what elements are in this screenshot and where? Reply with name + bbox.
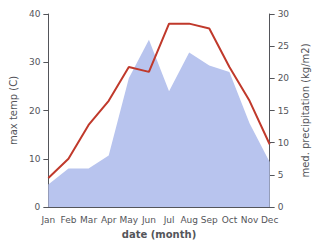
svg-text:5: 5 bbox=[278, 170, 284, 180]
svg-text:Sep: Sep bbox=[201, 215, 218, 225]
svg-text:Jun: Jun bbox=[141, 215, 156, 225]
svg-text:30: 30 bbox=[29, 57, 41, 67]
svg-text:Aug: Aug bbox=[180, 215, 198, 225]
svg-text:date (month): date (month) bbox=[122, 229, 196, 240]
svg-text:Nov: Nov bbox=[241, 215, 259, 225]
svg-text:max temp (C): max temp (C) bbox=[8, 76, 19, 145]
svg-text:Dec: Dec bbox=[261, 215, 278, 225]
svg-text:10: 10 bbox=[278, 138, 290, 148]
svg-text:Feb: Feb bbox=[61, 215, 77, 225]
svg-text:10: 10 bbox=[29, 154, 41, 164]
svg-text:0: 0 bbox=[278, 202, 284, 212]
svg-text:med. precipitation (kg/m2): med. precipitation (kg/m2) bbox=[300, 43, 311, 177]
svg-text:40: 40 bbox=[29, 9, 41, 19]
svg-text:20: 20 bbox=[29, 106, 41, 116]
svg-text:25: 25 bbox=[278, 41, 289, 51]
svg-text:15: 15 bbox=[278, 106, 289, 116]
svg-text:Jan: Jan bbox=[40, 215, 55, 225]
svg-text:0: 0 bbox=[35, 202, 41, 212]
svg-text:30: 30 bbox=[278, 9, 290, 19]
svg-text:May: May bbox=[120, 215, 139, 225]
svg-text:20: 20 bbox=[278, 73, 290, 83]
svg-text:Jul: Jul bbox=[163, 215, 175, 225]
svg-text:Mar: Mar bbox=[80, 215, 97, 225]
svg-text:Oct: Oct bbox=[222, 215, 238, 225]
svg-text:Apr: Apr bbox=[101, 215, 117, 225]
